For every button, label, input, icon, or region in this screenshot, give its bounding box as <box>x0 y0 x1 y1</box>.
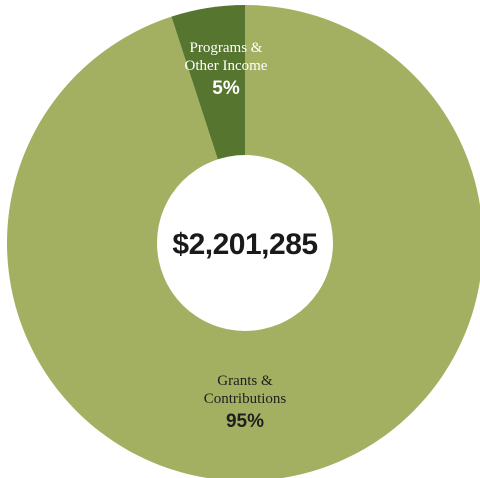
slice-1-percent-label: 5% <box>212 78 240 99</box>
chart-labels: Grants & Contributions 95% Programs & Other … <box>185 40 287 432</box>
slice-0-percent-label: 95% <box>226 411 264 432</box>
donut-hole <box>157 155 333 331</box>
slice-1-label-line-1: Other Income <box>185 58 268 74</box>
center-total-label: $2,201,285 <box>172 228 317 261</box>
slice-0-label-line-1: Contributions <box>204 391 287 407</box>
slice-1-label-line-0: Programs & <box>190 40 263 56</box>
slice-0-label-line-0: Grants & <box>217 373 273 389</box>
